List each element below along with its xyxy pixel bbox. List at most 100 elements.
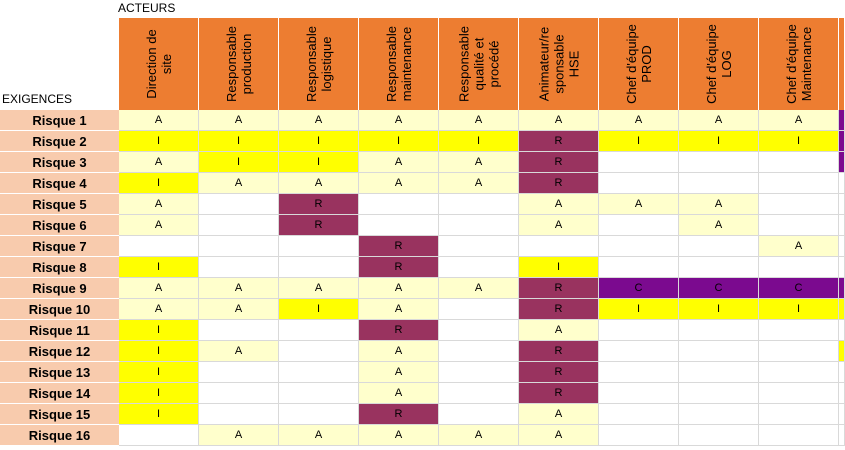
raci-cell[interactable]: I [119,362,199,383]
raci-cell[interactable] [279,341,359,362]
raci-cell[interactable] [279,362,359,383]
raci-cell[interactable] [439,194,519,215]
raci-cell-edge[interactable] [839,341,845,362]
raci-cell[interactable] [599,320,679,341]
raci-cell[interactable] [599,215,679,236]
raci-cell[interactable]: I [679,299,759,320]
raci-cell[interactable]: A [199,173,279,194]
raci-cell[interactable]: A [359,299,439,320]
raci-cell[interactable] [279,257,359,278]
raci-cell[interactable]: R [519,299,599,320]
raci-cell[interactable]: R [519,152,599,173]
raci-cell[interactable] [439,341,519,362]
raci-cell[interactable]: I [519,257,599,278]
raci-cell[interactable] [119,236,199,257]
raci-cell[interactable] [439,404,519,425]
raci-cell[interactable] [679,320,759,341]
raci-cell[interactable] [599,152,679,173]
raci-cell[interactable]: A [119,299,199,320]
raci-cell[interactable]: A [439,152,519,173]
raci-cell[interactable] [599,257,679,278]
raci-cell[interactable]: A [279,278,359,299]
raci-cell[interactable]: I [119,320,199,341]
raci-cell[interactable]: A [679,194,759,215]
raci-cell[interactable] [679,152,759,173]
raci-cell[interactable]: I [759,131,839,152]
raci-cell[interactable]: I [279,131,359,152]
raci-cell[interactable] [599,341,679,362]
raci-cell[interactable]: A [199,278,279,299]
raci-cell[interactable] [759,215,839,236]
raci-cell[interactable] [599,404,679,425]
raci-cell[interactable] [519,236,599,257]
raci-cell[interactable]: A [359,278,439,299]
raci-cell[interactable] [679,362,759,383]
raci-cell[interactable]: A [759,110,839,131]
raci-cell[interactable] [759,152,839,173]
raci-cell[interactable] [279,236,359,257]
raci-cell[interactable]: R [359,404,439,425]
raci-cell[interactable] [599,425,679,446]
raci-cell[interactable] [199,257,279,278]
raci-cell-edge[interactable] [839,278,845,299]
raci-cell[interactable] [679,236,759,257]
raci-cell[interactable]: A [759,236,839,257]
raci-cell[interactable]: A [359,362,439,383]
raci-cell-edge[interactable] [839,110,845,131]
raci-cell[interactable] [759,341,839,362]
raci-cell[interactable]: R [359,320,439,341]
raci-cell[interactable]: I [279,299,359,320]
raci-cell[interactable]: R [279,215,359,236]
raci-cell[interactable] [279,320,359,341]
raci-cell[interactable]: A [439,278,519,299]
raci-cell[interactable]: A [519,110,599,131]
raci-cell[interactable]: A [519,320,599,341]
raci-cell[interactable]: A [119,278,199,299]
raci-cell[interactable]: R [519,173,599,194]
raci-cell[interactable] [359,194,439,215]
raci-cell[interactable]: I [759,299,839,320]
raci-cell[interactable]: C [679,278,759,299]
raci-cell[interactable] [599,362,679,383]
raci-cell[interactable] [679,404,759,425]
raci-cell-edge[interactable] [839,257,845,278]
raci-cell[interactable]: A [199,299,279,320]
raci-cell[interactable]: R [519,131,599,152]
raci-cell[interactable]: A [439,425,519,446]
raci-cell[interactable] [599,236,679,257]
raci-cell[interactable]: I [599,131,679,152]
raci-cell[interactable]: A [599,194,679,215]
raci-cell[interactable] [439,215,519,236]
raci-cell[interactable]: A [199,425,279,446]
raci-cell[interactable]: I [119,173,199,194]
raci-cell[interactable]: A [199,110,279,131]
raci-cell[interactable] [599,383,679,404]
raci-cell[interactable]: I [199,131,279,152]
raci-cell[interactable]: A [679,110,759,131]
raci-cell[interactable] [759,383,839,404]
raci-cell[interactable] [199,383,279,404]
raci-cell[interactable] [759,362,839,383]
raci-cell[interactable] [199,215,279,236]
raci-cell[interactable] [279,404,359,425]
raci-cell[interactable]: A [279,110,359,131]
raci-cell[interactable] [359,215,439,236]
raci-cell[interactable]: A [279,173,359,194]
raci-cell[interactable]: A [359,425,439,446]
raci-cell-edge[interactable] [839,320,845,341]
raci-cell[interactable]: I [119,404,199,425]
raci-cell[interactable]: C [599,278,679,299]
raci-cell-edge[interactable] [839,362,845,383]
raci-cell[interactable]: R [359,257,439,278]
raci-cell-edge[interactable] [839,383,845,404]
raci-cell[interactable]: A [199,341,279,362]
raci-cell-edge[interactable] [839,299,845,320]
raci-cell[interactable]: A [519,215,599,236]
raci-cell[interactable] [679,383,759,404]
raci-cell-edge[interactable] [839,404,845,425]
raci-cell[interactable]: A [439,173,519,194]
raci-cell[interactable] [759,173,839,194]
raci-cell[interactable] [679,173,759,194]
raci-cell-edge[interactable] [839,194,845,215]
raci-cell[interactable]: A [359,341,439,362]
